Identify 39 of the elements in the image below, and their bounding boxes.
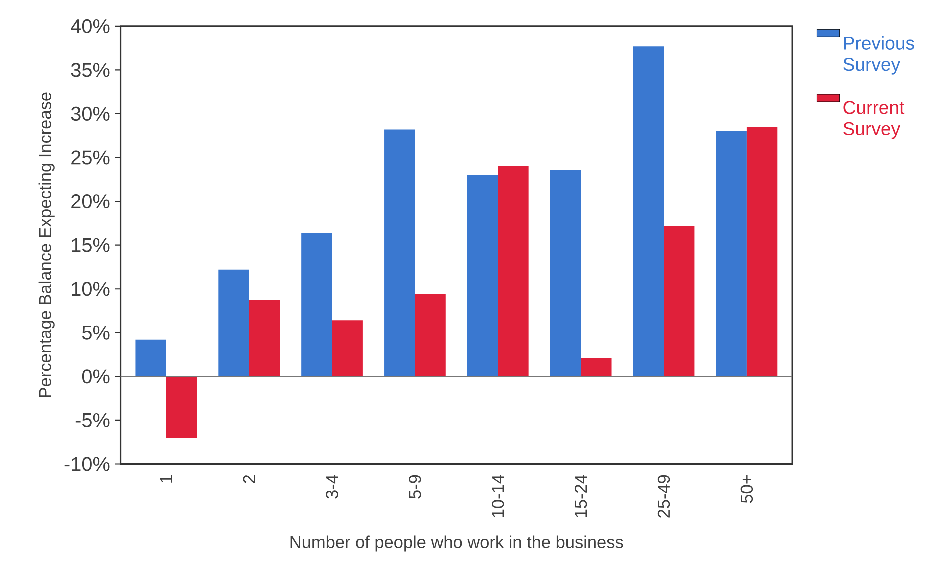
x-tick-label: 25-49 [658,475,670,518]
y-tick-label: 30% [71,106,110,121]
y-tick-label: 15% [72,238,110,252]
bar [633,46,664,377]
bar [415,294,446,377]
x-axis-title: Number of people who work in the business [290,536,624,552]
legend-label: Previous Survey [844,36,914,75]
y-tick-label: -5% [76,413,110,428]
bar [218,270,250,377]
bar [166,376,198,438]
y-tick-label: 5% [82,326,110,340]
x-tick-label: 3-4 [326,474,338,499]
x-tick-label: 5-9 [409,475,422,499]
y-axis-title: Percentage Balance Expecting Increase [38,92,55,398]
bar [249,300,280,377]
y-tick-label: 35% [71,63,110,78]
x-tick-label: 2 [243,475,256,484]
bar [467,175,498,377]
y-tick-label: 40% [71,19,110,34]
bar [332,320,363,377]
bar [384,130,416,377]
y-tick-label: -10% [64,457,110,472]
x-tick-label: 15-24 [574,474,588,518]
bar [302,232,332,377]
x-tick-label: 50+ [740,475,754,504]
y-tick-label: 20% [72,194,110,208]
bar [664,226,695,377]
x-tick-label: 10-14 [492,474,504,518]
bar [498,166,529,377]
bar [716,131,747,377]
bar [581,358,612,377]
bar [136,340,166,377]
y-tick-label: 0% [82,370,110,384]
x-tick-label: 1 [160,475,172,483]
y-tick-label: 25% [72,150,110,165]
legend-label: Current Survey [844,101,905,140]
bar [550,170,582,377]
bar [746,127,778,377]
y-tick-label: 10% [72,282,110,296]
